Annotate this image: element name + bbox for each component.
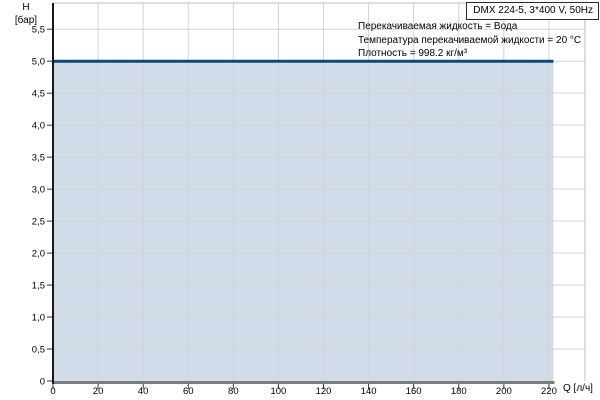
x-tick-label: 140 [361, 386, 377, 397]
pump-model-label: DMX 224-5, 3*400 V, 50Hz [466, 2, 599, 20]
x-tick-label: 40 [138, 386, 149, 397]
y-axis-title-symbol: H [22, 2, 30, 13]
chart-annotations: Перекачиваемая жидкость = Вода Температу… [358, 20, 581, 61]
annotation-density: Плотность = 998.2 кг/м³ [358, 48, 468, 59]
y-tick-label: 5,5 [32, 25, 45, 36]
x-tick-label: 60 [183, 386, 194, 397]
x-axis-title: Q [л/ч] [563, 383, 593, 394]
y-tick-label: 0,5 [32, 345, 45, 356]
x-tick-label: 80 [228, 386, 239, 397]
y-tick-label: 2,5 [32, 217, 45, 228]
x-tick-label: 160 [406, 386, 422, 397]
y-tick-label: 5,0 [32, 57, 45, 68]
x-tick-label: 220 [541, 386, 557, 397]
y-tick-label: 4,0 [32, 121, 45, 132]
y-tick-label: 1,0 [32, 313, 45, 324]
y-tick-label: 3,5 [32, 153, 45, 164]
x-tick-label: 180 [451, 386, 467, 397]
x-tick-label: 20 [93, 386, 104, 397]
x-tick-label: 200 [496, 386, 512, 397]
x-tick-label: 0 [50, 386, 55, 397]
y-tick-label: 3,0 [32, 185, 45, 196]
y-tick-label: 0 [40, 377, 45, 388]
y-axis-title: H [бар] [10, 1, 42, 27]
annotation-temperature: Температура перекачиваемой жидкости = 20… [358, 34, 582, 46]
annotation-liquid: Перекачиваемая жидкость = Вода [358, 21, 518, 32]
x-tick-label: 120 [316, 386, 332, 397]
y-tick-label: 1,5 [32, 281, 45, 292]
x-tick-label: 100 [270, 386, 286, 397]
y-axis-title-unit: [бар] [14, 15, 38, 26]
y-tick-label: 4,5 [32, 89, 45, 100]
y-tick-label: 2,0 [32, 249, 45, 260]
